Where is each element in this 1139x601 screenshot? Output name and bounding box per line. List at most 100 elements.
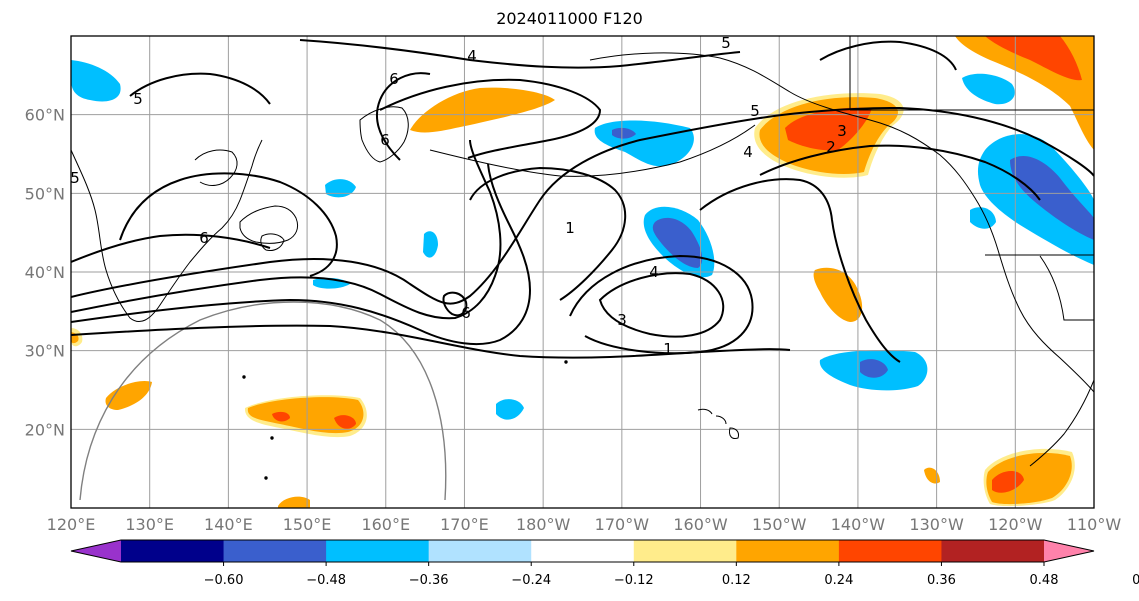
colorbar-segment — [121, 540, 225, 562]
contour-label: 5 — [133, 90, 143, 108]
contour-label: 6 — [199, 229, 209, 247]
contour-label: 5 — [70, 169, 80, 187]
colorbar-tick-label: −0.60 — [204, 573, 244, 588]
contour-line — [598, 272, 725, 338]
contour-line — [129, 72, 271, 105]
lon-label: 140°E — [204, 515, 253, 534]
lon-label: 140°W — [831, 515, 886, 534]
coastlines — [71, 36, 1094, 501]
contour-label: 4 — [467, 47, 477, 65]
lon-label: 130°W — [909, 515, 964, 534]
colorbar-segment — [633, 540, 737, 562]
lat-label: 30°N — [25, 342, 65, 361]
field-blue — [325, 179, 356, 198]
range-circle — [79, 301, 447, 501]
contour-label: 6 — [380, 131, 390, 149]
lon-label: 170°W — [595, 515, 650, 534]
field-orange — [278, 496, 310, 508]
colorbar-segment — [838, 540, 942, 562]
colorbar-segment — [941, 540, 1045, 562]
field-blue-mid — [1010, 156, 1094, 240]
colorbar-segment — [428, 540, 532, 562]
colorbar-tick-label: −0.36 — [409, 573, 449, 588]
contour-label: 3 — [617, 311, 627, 329]
lon-label: 160°W — [673, 515, 728, 534]
contour-label: 6 — [461, 304, 471, 322]
field-blue — [962, 73, 1015, 105]
coastline-alaska — [589, 52, 1094, 393]
contour-line — [71, 233, 271, 263]
colorbar-extend-high — [1044, 540, 1094, 562]
lon-label: 110°W — [1067, 515, 1122, 534]
contour-lines — [71, 39, 1094, 363]
shaded-fields — [71, 36, 1094, 508]
field-orange — [105, 380, 152, 410]
colorbar-tick-label: 0.24 — [824, 573, 853, 588]
colorbar-tick-label: 0.36 — [927, 573, 956, 588]
lat-label: 60°N — [25, 106, 65, 125]
colorbar-segment — [223, 540, 327, 562]
contour-label: 6 — [389, 70, 399, 88]
contour-line — [699, 178, 901, 363]
colorbar-segment — [736, 540, 840, 562]
lon-label: 120°W — [988, 515, 1043, 534]
contour-label: 1 — [565, 219, 575, 237]
contour-line — [759, 144, 1041, 201]
map-title: 2024011000 F120 — [496, 9, 643, 28]
field-orange — [813, 267, 863, 322]
coastline-aleutian — [429, 124, 756, 177]
coastline-japan — [260, 233, 285, 251]
field-blue — [71, 60, 121, 102]
contour-label: 2 — [826, 138, 836, 156]
contour-line — [119, 172, 338, 277]
latitude-labels: 60°N 50°N 40°N 30°N 20°N — [25, 106, 65, 440]
contour-line — [442, 291, 468, 317]
lat-label: 50°N — [25, 184, 65, 203]
island — [264, 476, 268, 480]
contour-label: 5 — [750, 102, 760, 120]
field-blue — [496, 399, 524, 420]
field-red — [272, 411, 290, 422]
contour-label: 4 — [649, 263, 659, 281]
longitude-labels: 120°E 130°E 140°E 150°E 160°E 170°E 180°W 170°W… — [47, 515, 1122, 534]
lon-label: 150°W — [752, 515, 807, 534]
coastline-kamchatka — [359, 106, 409, 163]
field-orange — [410, 87, 555, 133]
contour-line — [569, 254, 754, 355]
lon-label: 150°E — [283, 515, 332, 534]
gridlines — [71, 36, 1094, 508]
field-red — [334, 415, 356, 429]
field-blue-mid — [612, 127, 636, 139]
contour-line — [71, 163, 532, 346]
colorbar-tick-label: 0.12 — [722, 573, 751, 588]
colorbar-extend-low — [71, 540, 121, 562]
colorbar-outline — [70, 539, 1095, 563]
colorbar-tick-label: −0.12 — [614, 573, 654, 588]
field-orange — [924, 467, 940, 484]
field-red — [992, 471, 1024, 493]
colorbar-tick-label: 0.60 — [1132, 573, 1139, 588]
coastline-japan — [239, 205, 299, 244]
field-orange — [247, 397, 364, 434]
contour-line — [379, 78, 602, 159]
coastline-na — [1029, 379, 1094, 467]
lon-label: 170°E — [440, 515, 489, 534]
contour-line — [469, 166, 627, 301]
island — [270, 436, 274, 440]
lon-label: 180°W — [516, 515, 571, 534]
colorbar: −0.60 −0.48 −0.36 −0.24 −0.12 0.12 0.24 0.36 0.4… — [70, 539, 1139, 588]
field-blue-mid — [860, 359, 888, 378]
field-blue — [594, 120, 694, 167]
lat-label: 40°N — [25, 263, 65, 282]
field-red — [985, 36, 1082, 81]
lat-label: 20°N — [25, 420, 65, 439]
contour-line — [375, 72, 431, 161]
coastline-asia — [71, 139, 263, 322]
island — [564, 360, 568, 364]
contour-label: 3 — [837, 122, 847, 140]
colorbar-segment — [326, 540, 430, 562]
lon-label: 130°E — [125, 515, 174, 534]
colorbar-segment — [531, 540, 635, 562]
